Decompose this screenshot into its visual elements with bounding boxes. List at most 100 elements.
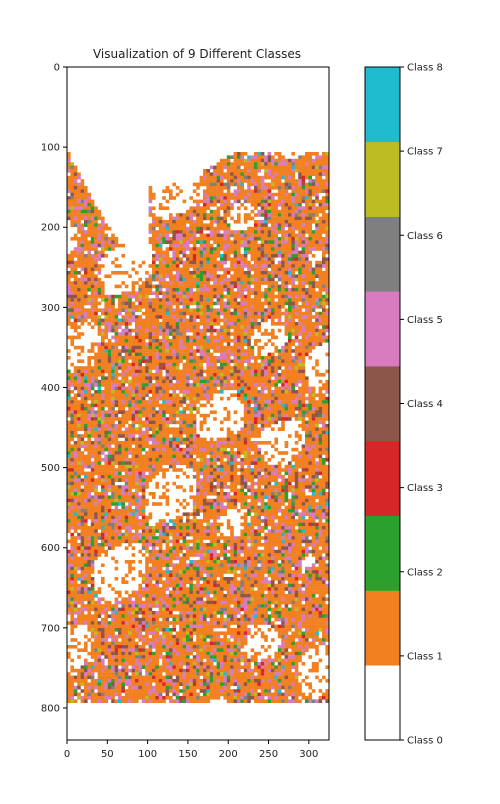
class-cell [138, 308, 142, 312]
class-cell [165, 430, 170, 435]
class-cell [172, 237, 176, 241]
class-cell [284, 342, 289, 346]
class-cell [155, 400, 159, 404]
class-cell [288, 379, 292, 384]
class-cell [107, 393, 112, 397]
class-cell [67, 284, 71, 289]
class-cell [325, 243, 329, 248]
class-cell [257, 223, 261, 227]
class-cell [230, 175, 234, 180]
class-cell [243, 417, 248, 421]
class-cell [169, 274, 173, 278]
class-cell [271, 366, 275, 370]
class-cell [230, 233, 234, 238]
class-cell [305, 332, 309, 336]
class-cell [138, 359, 142, 363]
class-cell [260, 393, 265, 397]
class-cell [124, 325, 129, 329]
class-cell [128, 315, 132, 319]
class-cell [277, 158, 282, 163]
class-cell [182, 247, 187, 251]
class-cell [284, 383, 289, 387]
class-cell [192, 213, 197, 217]
class-cell [172, 413, 176, 418]
class-cell [294, 189, 299, 193]
class-cell [87, 257, 91, 261]
class-cell [281, 260, 285, 265]
class-cell [203, 349, 207, 353]
class-cell [315, 233, 319, 238]
class-cell [84, 189, 88, 193]
class-cell [101, 308, 105, 312]
class-cell [216, 233, 221, 238]
class-cell [240, 175, 244, 180]
class-cell [250, 420, 255, 425]
class-cell [179, 345, 183, 350]
class-cell [189, 216, 193, 221]
class-cell [237, 369, 241, 374]
class-cell [158, 376, 163, 380]
class-cell [199, 267, 204, 272]
class-cell [271, 396, 275, 401]
class-cell [84, 281, 88, 285]
class-cell [301, 376, 306, 380]
class-cell [277, 175, 282, 180]
class-cell [247, 403, 251, 408]
class-cell [260, 362, 265, 367]
class-cell [318, 403, 323, 408]
class-cell [230, 352, 234, 357]
class-cell [308, 209, 312, 214]
class-cell [209, 301, 214, 306]
class-cell [220, 294, 224, 299]
class-cell [175, 250, 180, 255]
class-cell [240, 393, 244, 397]
class-cell [294, 220, 299, 224]
class-cell [288, 417, 292, 421]
class-cell [158, 441, 163, 445]
class-cell [325, 413, 329, 418]
class-cell [192, 226, 197, 231]
class-cell [182, 339, 187, 343]
class-cell [128, 322, 132, 326]
class-cell [277, 403, 282, 408]
class-cell [291, 158, 295, 163]
class-cell [308, 288, 312, 292]
class-cell [94, 318, 98, 323]
class-cell [223, 301, 227, 306]
class-cell [271, 179, 275, 183]
class-cell [141, 366, 146, 370]
class-cell [305, 407, 309, 411]
class-cell [308, 182, 312, 187]
class-cell [237, 274, 241, 278]
class-cell [135, 362, 139, 367]
class-cell [199, 318, 204, 323]
class-cell [325, 213, 329, 217]
class-cell [97, 420, 102, 425]
class-cell [138, 447, 142, 452]
class-cell [260, 410, 265, 414]
class-cell [162, 339, 166, 343]
class-cell [186, 437, 190, 442]
class-cell [175, 223, 180, 227]
class-cell [254, 362, 258, 367]
class-cell [70, 379, 74, 384]
class-cell [209, 437, 214, 442]
class-cell [111, 366, 115, 370]
class-cell [315, 294, 319, 299]
class-cell [254, 291, 258, 295]
class-cell [213, 254, 217, 258]
class-cell [240, 257, 244, 261]
class-cell [230, 260, 234, 265]
class-cell [97, 410, 102, 414]
class-cell [305, 349, 309, 353]
class-cell [84, 260, 88, 265]
class-cell [158, 298, 163, 302]
class-cell [84, 264, 88, 268]
class-cell [121, 335, 125, 340]
class-cell [145, 315, 149, 319]
class-cell [243, 213, 248, 217]
class-cell [237, 158, 241, 163]
class-cell [196, 393, 200, 397]
class-cell [233, 264, 238, 268]
class-cell [73, 413, 78, 418]
